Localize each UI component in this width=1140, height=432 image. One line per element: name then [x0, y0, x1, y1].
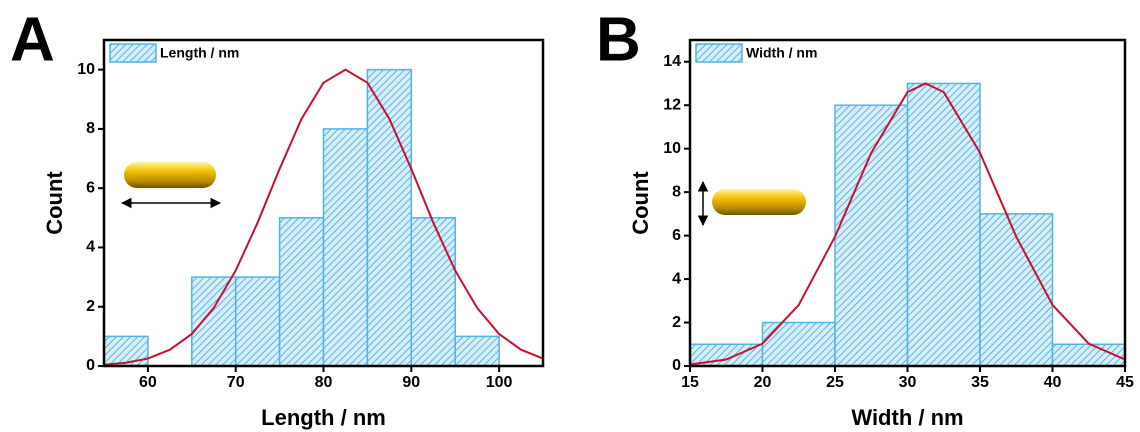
x-tick-label: 45 [1116, 374, 1134, 391]
rod-icon [697, 180, 806, 227]
x-tick-label: 90 [402, 374, 420, 391]
x-tick-label: 35 [971, 374, 989, 391]
y-tick-label: 10 [663, 140, 681, 157]
panel-label: B [596, 5, 641, 74]
y-tick-label: 4 [672, 270, 681, 287]
y-tick-label: 4 [86, 239, 95, 256]
x-tick-label: 60 [139, 374, 157, 391]
bar [834, 104, 909, 367]
x-tick-label: 70 [227, 374, 245, 391]
fit-curve [104, 68, 543, 366]
x-tick-label: 15 [681, 374, 699, 391]
bar [906, 82, 981, 367]
x-tick-label: 25 [826, 374, 844, 391]
x-tick-label: 20 [754, 374, 772, 391]
x-tick-label: 40 [1044, 374, 1062, 391]
x-tick-label: 80 [315, 374, 333, 391]
bar [103, 335, 149, 367]
y-tick-label: 8 [86, 120, 95, 137]
y-tick-label: 0 [672, 357, 681, 374]
y-tick-label: 6 [86, 179, 95, 196]
y-tick-label: 2 [672, 314, 681, 331]
bar [234, 276, 281, 367]
y-tick-label: 0 [86, 357, 95, 374]
rod-icon [120, 162, 222, 209]
y-tick-label: 12 [663, 96, 681, 113]
x-axis-label: Length / nm [261, 405, 386, 430]
y-tick-label: 6 [672, 227, 681, 244]
bar [979, 213, 1054, 367]
legend-label: Width / nm [746, 45, 817, 61]
fit-curve [690, 82, 1125, 366]
bar [191, 276, 237, 367]
bar [366, 68, 413, 367]
legend-swatch [109, 43, 157, 63]
x-tick-label: 100 [486, 374, 513, 391]
legend-swatch [695, 43, 743, 63]
bar [278, 217, 325, 367]
bar [454, 335, 500, 367]
x-axis-label: Width / nm [851, 405, 963, 430]
y-axis-label: Count [42, 171, 67, 235]
legend-label: Length / nm [160, 45, 239, 61]
panel-label: A [10, 5, 55, 74]
x-tick-label: 30 [899, 374, 917, 391]
y-tick-label: 10 [77, 61, 95, 78]
y-tick-label: 14 [663, 53, 681, 70]
bar [322, 128, 369, 367]
bar [761, 321, 836, 367]
y-axis-label: Count [628, 171, 653, 235]
y-tick-label: 2 [86, 298, 95, 315]
y-tick-label: 8 [672, 183, 681, 200]
bar [410, 217, 456, 367]
